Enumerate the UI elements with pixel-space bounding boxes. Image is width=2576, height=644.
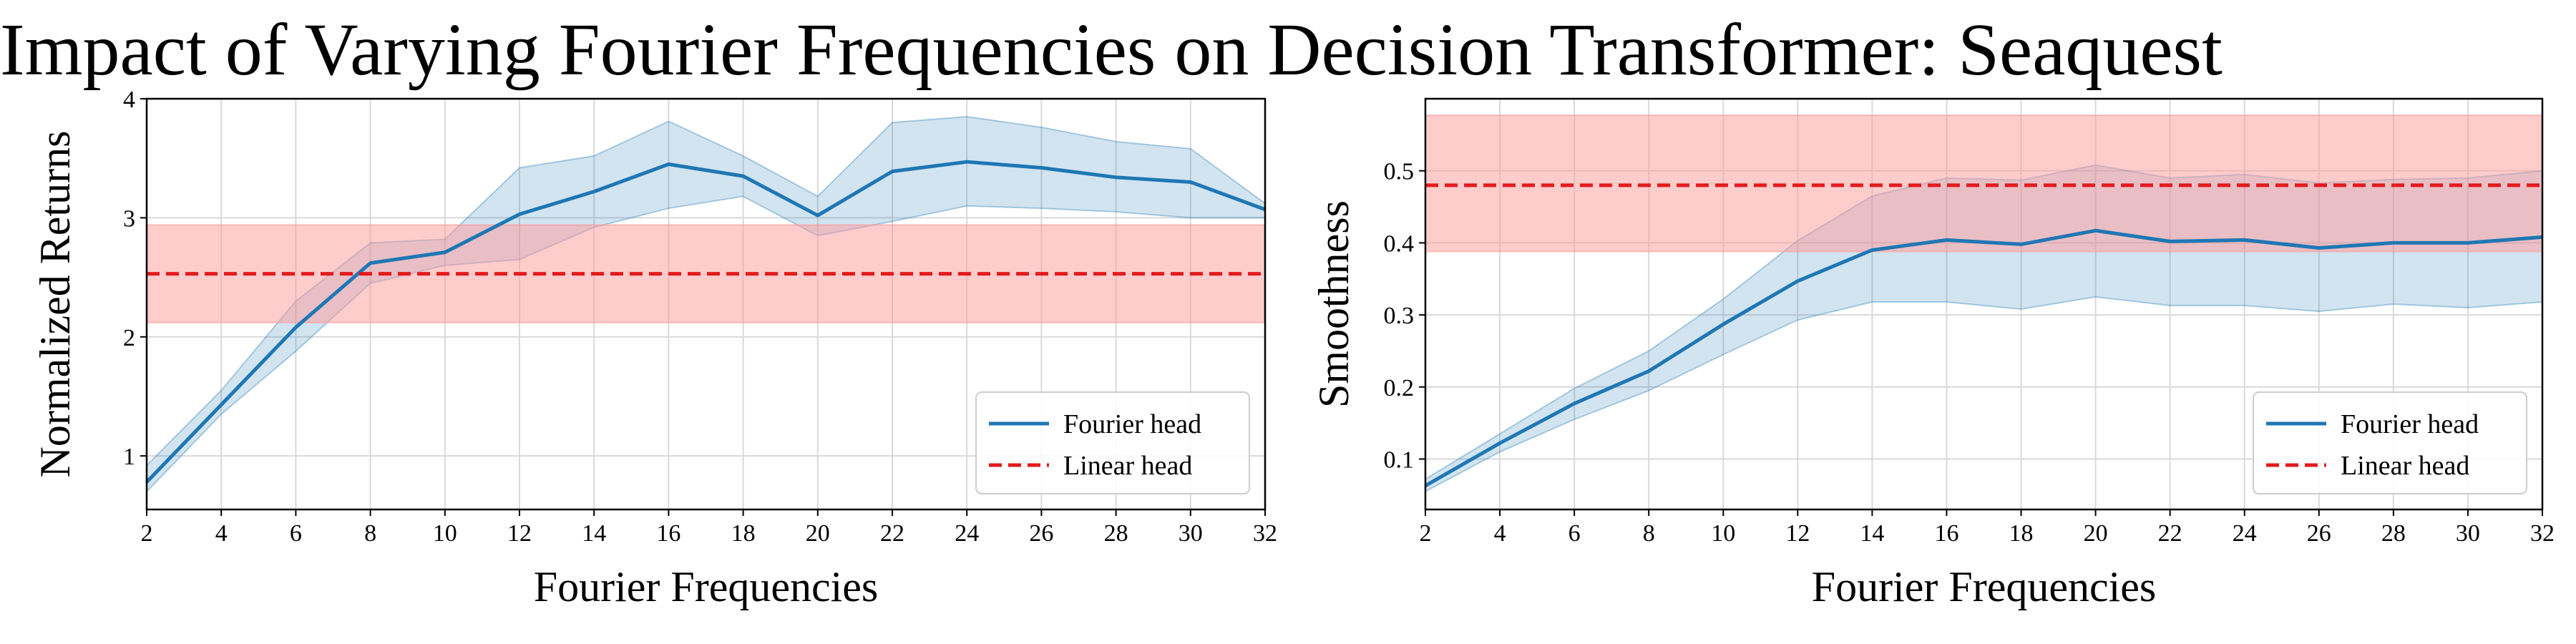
y-axis-label: Smoothness — [1310, 200, 1357, 408]
legend-label: Linear head — [1063, 451, 1192, 481]
x-tick-label: 8 — [1643, 520, 1655, 547]
x-tick-label: 6 — [1568, 520, 1581, 547]
x-tick-label: 26 — [2307, 520, 2331, 547]
y-tick-label: 0.2 — [1384, 375, 1415, 401]
x-tick-label: 22 — [2158, 520, 2182, 547]
y-tick-label: 0.1 — [1384, 447, 1415, 474]
y-tick-label: 4 — [123, 87, 135, 113]
x-tick-label: 14 — [582, 520, 606, 547]
x-tick-label: 2 — [1420, 520, 1432, 547]
legend-box — [2253, 391, 2527, 494]
x-tick-label: 26 — [1029, 520, 1053, 547]
chart-panel-smoothness: 2 4 6 8 10 12 14 16 18 20 22 24 26 28 30 320.10.20.30.4… — [1310, 97, 2555, 610]
plot-frame — [1424, 97, 2544, 511]
chart-panel-returns: 2 4 6 8 10 12 14 16 18 20 22 24 26 28 30 321234Fourier … — [31, 87, 1277, 610]
fourier-head-line — [145, 160, 1266, 484]
x-tick-label: 20 — [806, 520, 830, 547]
x-tick-label: 10 — [1711, 520, 1735, 547]
x-tick-label: 24 — [2233, 520, 2257, 547]
x-tick-label: 12 — [507, 520, 532, 547]
x-tick-label: 28 — [1104, 520, 1128, 547]
legend: Fourier head Linear head — [2253, 391, 2527, 494]
x-tick-label: 8 — [364, 520, 376, 547]
y-tick-label: 0.5 — [1384, 159, 1415, 185]
linear-confidence-band — [1425, 114, 2543, 253]
y-axis-label: Normalized Returns — [31, 131, 79, 478]
x-tick-label: 32 — [2530, 520, 2555, 547]
y-tick-label: 0.3 — [1384, 303, 1415, 329]
legend-label: Linear head — [2341, 451, 2469, 481]
x-tick-label: 32 — [1253, 520, 1277, 547]
x-axis-label: Fourier Frequencies — [1812, 563, 2157, 610]
y-tick-label: 3 — [123, 205, 135, 232]
x-tick-label: 18 — [2009, 520, 2034, 547]
x-tick-label: 30 — [2456, 520, 2480, 547]
y-tick-label: 1 — [123, 444, 135, 470]
legend-label: Fourier head — [2341, 409, 2479, 439]
figure-title: Impact of Varying Fourier Frequencies on… — [0, 9, 2223, 91]
x-tick-label: 14 — [1860, 520, 1884, 547]
x-axis-label: Fourier Frequencies — [534, 563, 879, 610]
x-tick-label: 16 — [1934, 520, 1958, 547]
legend: Fourier head Linear head — [975, 391, 1250, 494]
x-tick-label: 10 — [433, 520, 457, 547]
x-tick-label: 16 — [656, 520, 680, 547]
x-tick-label: 4 — [215, 520, 228, 547]
x-tick-label: 24 — [955, 520, 979, 547]
x-tick-label: 6 — [290, 520, 302, 547]
legend-label: Fourier head — [1063, 409, 1201, 439]
plot-frame — [145, 97, 1267, 511]
y-tick-label: 2 — [123, 325, 135, 351]
x-tick-label: 20 — [2084, 520, 2108, 547]
legend-box — [975, 391, 1250, 494]
x-tick-label: 4 — [1494, 520, 1506, 547]
x-tick-label: 12 — [1785, 520, 1810, 547]
x-tick-label: 30 — [1179, 520, 1203, 547]
x-tick-label: 18 — [731, 520, 756, 547]
y-tick-label: 0.4 — [1384, 230, 1415, 257]
fourier-head-line — [1424, 228, 2543, 487]
x-tick-label: 22 — [880, 520, 904, 547]
x-tick-label: 2 — [141, 520, 153, 547]
x-tick-label: 28 — [2381, 520, 2406, 547]
